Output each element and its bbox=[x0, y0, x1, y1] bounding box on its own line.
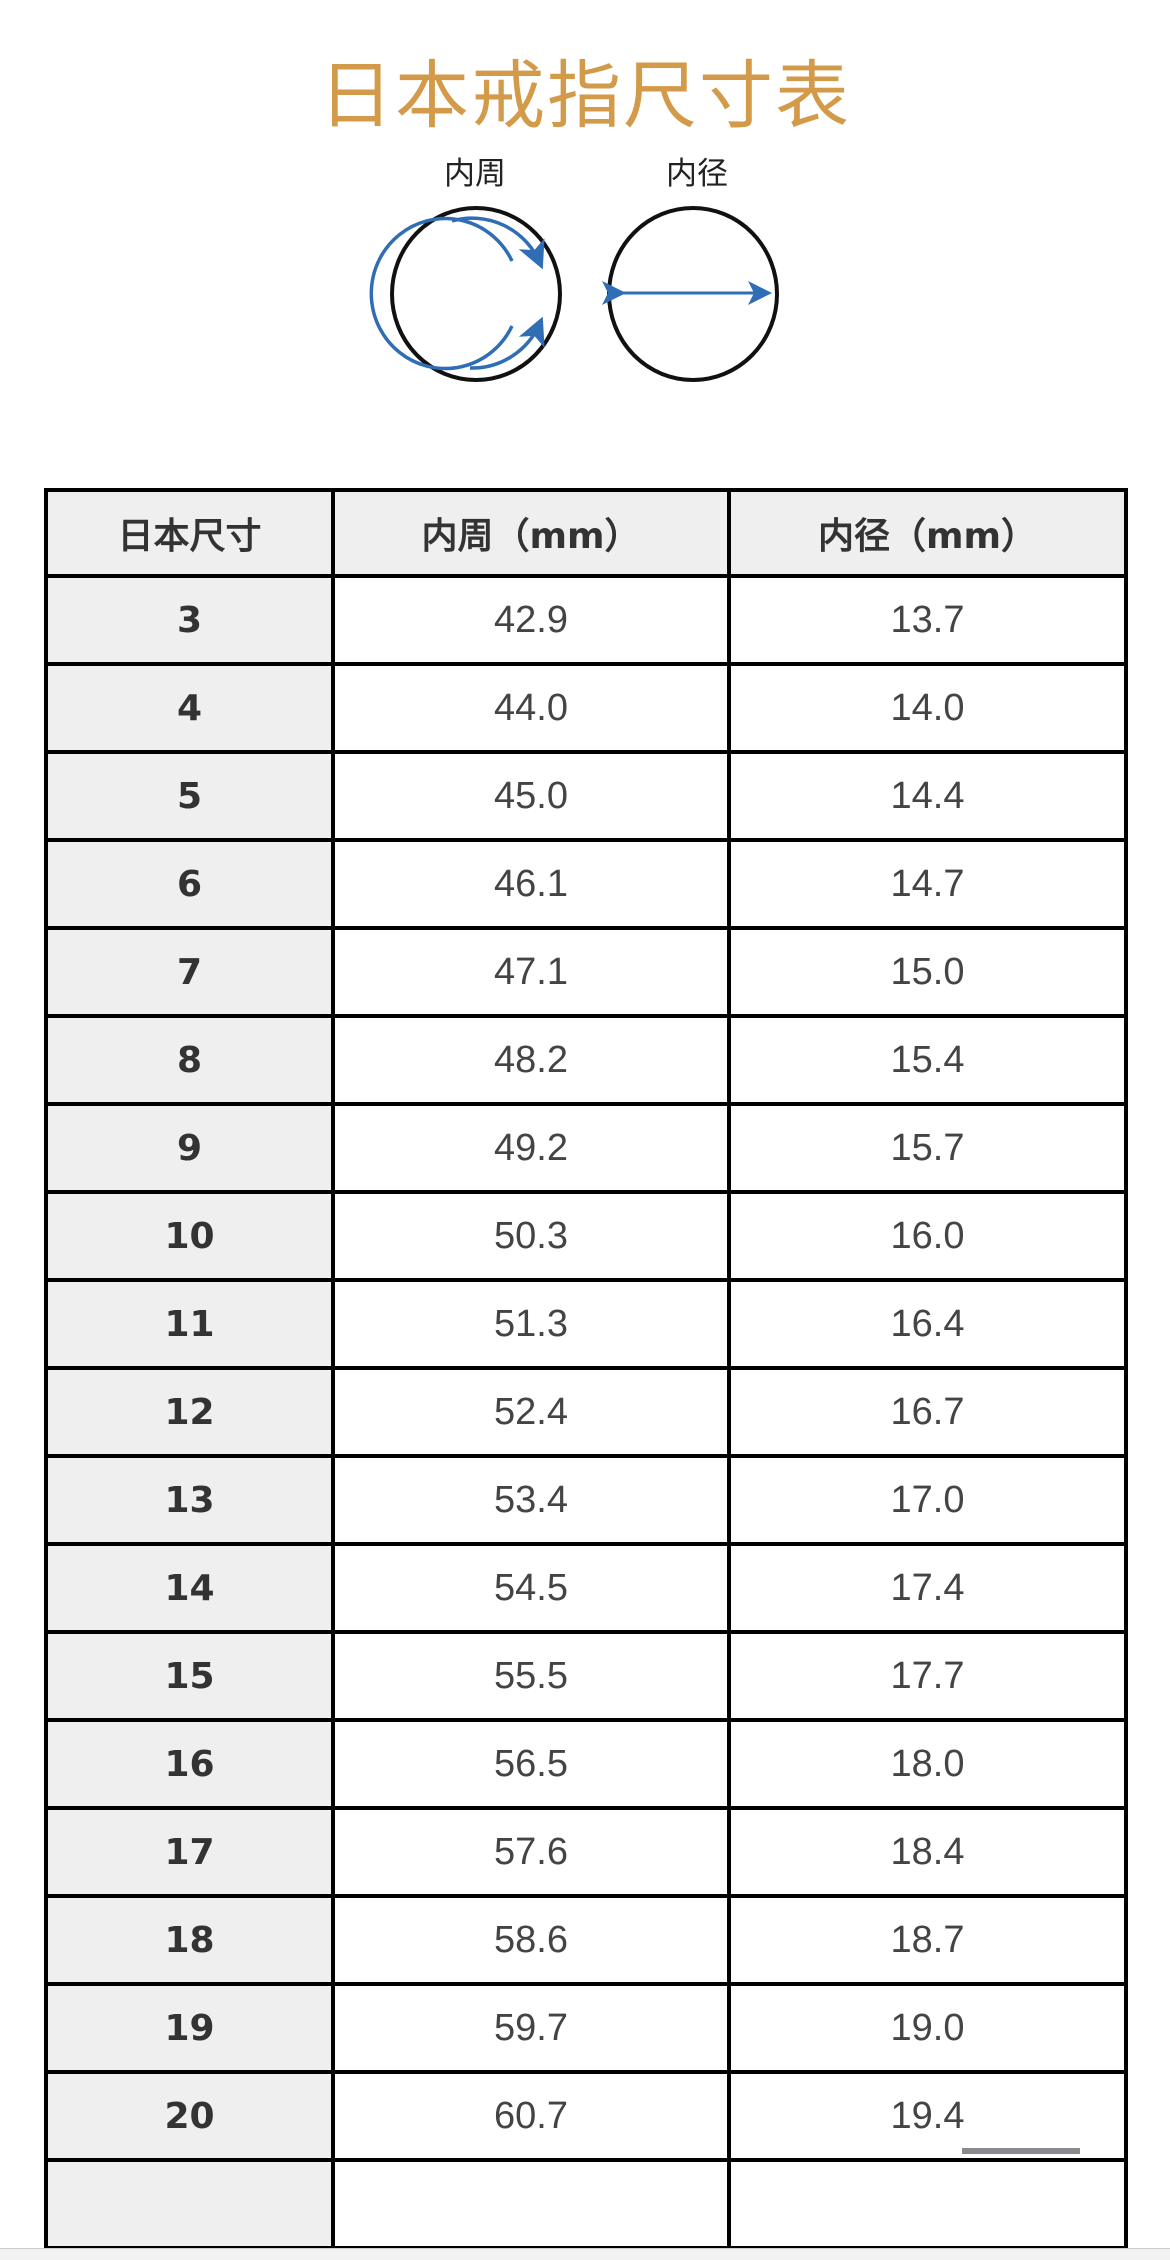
diameter-cell: 14.0 bbox=[727, 662, 1128, 754]
jp-size-cell: 8 bbox=[44, 1014, 335, 1106]
table-row: 7 47.1 15.0 bbox=[44, 926, 1128, 1018]
circumference-cell: 60.7 bbox=[331, 2070, 731, 2162]
diameter-cell: 15.7 bbox=[727, 1102, 1128, 1194]
jp-size-cell: 13 bbox=[44, 1454, 335, 1546]
table-row: 16 56.5 18.0 bbox=[44, 1718, 1128, 1810]
ring-diagram bbox=[369, 206, 779, 382]
circumference-cell: 47.1 bbox=[331, 926, 731, 1018]
circumference-cell: 57.6 bbox=[331, 1806, 731, 1898]
table-row: 4 44.0 14.0 bbox=[44, 662, 1128, 754]
circumference-cell: 42.9 bbox=[331, 574, 731, 666]
table-row bbox=[44, 2158, 1128, 2250]
jp-size-cell: 10 bbox=[44, 1190, 335, 1282]
jp-size-cell: 9 bbox=[44, 1102, 335, 1194]
page-title: 日本戒指尺寸表 bbox=[319, 53, 851, 139]
jp-size-cell: 11 bbox=[44, 1278, 335, 1370]
circumference-cell: 52.4 bbox=[331, 1366, 731, 1458]
diameter-cell: 18.0 bbox=[727, 1718, 1128, 1810]
circumference-cell: 45.0 bbox=[331, 750, 731, 842]
jp-size-cell: 6 bbox=[44, 838, 335, 930]
table-row: 13 53.4 17.0 bbox=[44, 1454, 1128, 1546]
circumference-cell: 59.7 bbox=[331, 1982, 731, 2074]
jp-size-cell: 19 bbox=[44, 1982, 335, 2074]
diameter-cell: 19.0 bbox=[727, 1982, 1128, 2074]
circumference-cell: 56.5 bbox=[331, 1718, 731, 1810]
circumference-cell bbox=[331, 2158, 731, 2250]
circumference-cell: 53.4 bbox=[331, 1454, 731, 1546]
table-row: 15 55.5 17.7 bbox=[44, 1630, 1128, 1722]
diameter-cell: 17.7 bbox=[727, 1630, 1128, 1722]
table-row: 5 45.0 14.4 bbox=[44, 750, 1128, 842]
header-diameter: 内径（mm） bbox=[727, 488, 1128, 578]
table-row: 3 42.9 13.7 bbox=[44, 574, 1128, 666]
scroll-indicator[interactable] bbox=[962, 2148, 1080, 2154]
bottom-bar bbox=[0, 2248, 1170, 2260]
diameter-cell: 18.4 bbox=[727, 1806, 1128, 1898]
diameter-cell: 17.4 bbox=[727, 1542, 1128, 1634]
jp-size-cell: 5 bbox=[44, 750, 335, 842]
circumference-label: 内周 bbox=[444, 156, 506, 192]
circumference-icon bbox=[369, 206, 562, 382]
table-row: 12 52.4 16.7 bbox=[44, 1366, 1128, 1458]
circumference-cell: 54.5 bbox=[331, 1542, 731, 1634]
table-row: 19 59.7 19.0 bbox=[44, 1982, 1128, 2074]
jp-size-cell: 4 bbox=[44, 662, 335, 754]
table-header-row: 日本尺寸 内周（mm） 内径（mm） bbox=[44, 488, 1128, 578]
diameter-cell: 18.7 bbox=[727, 1894, 1128, 1986]
table-row: 9 49.2 15.7 bbox=[44, 1102, 1128, 1194]
jp-size-cell: 15 bbox=[44, 1630, 335, 1722]
diameter-cell: 16.0 bbox=[727, 1190, 1128, 1282]
diameter-cell: 16.7 bbox=[727, 1366, 1128, 1458]
jp-size-cell: 16 bbox=[44, 1718, 335, 1810]
jp-size-cell: 12 bbox=[44, 1366, 335, 1458]
header-jp-size: 日本尺寸 bbox=[44, 488, 335, 578]
ring-size-table: 日本尺寸 内周（mm） 内径（mm） 3 42.9 13.7 4 44.0 14.0 5 45… bbox=[44, 488, 1128, 2250]
jp-size-cell: 20 bbox=[44, 2070, 335, 2162]
diameter-icon bbox=[602, 206, 779, 382]
circumference-cell: 46.1 bbox=[331, 838, 731, 930]
diameter-cell bbox=[727, 2158, 1128, 2250]
table-row: 10 50.3 16.0 bbox=[44, 1190, 1128, 1282]
jp-size-cell: 14 bbox=[44, 1542, 335, 1634]
jp-size-cell: 17 bbox=[44, 1806, 335, 1898]
jp-size-cell bbox=[44, 2158, 335, 2250]
table-row: 14 54.5 17.4 bbox=[44, 1542, 1128, 1634]
table-row: 20 60.7 19.4 bbox=[44, 2070, 1128, 2162]
table-row: 18 58.6 18.7 bbox=[44, 1894, 1128, 1986]
jp-size-cell: 18 bbox=[44, 1894, 335, 1986]
circumference-cell: 44.0 bbox=[331, 662, 731, 754]
circumference-cell: 51.3 bbox=[331, 1278, 731, 1370]
diameter-cell: 13.7 bbox=[727, 574, 1128, 666]
diameter-cell: 14.4 bbox=[727, 750, 1128, 842]
diameter-cell: 16.4 bbox=[727, 1278, 1128, 1370]
table-row: 17 57.6 18.4 bbox=[44, 1806, 1128, 1898]
header-circumference: 内周（mm） bbox=[331, 488, 731, 578]
diameter-label: 内径 bbox=[666, 156, 728, 192]
circumference-cell: 55.5 bbox=[331, 1630, 731, 1722]
table-row: 6 46.1 14.7 bbox=[44, 838, 1128, 930]
diameter-cell: 17.0 bbox=[727, 1454, 1128, 1546]
diameter-cell: 15.0 bbox=[727, 926, 1128, 1018]
circumference-cell: 49.2 bbox=[331, 1102, 731, 1194]
diameter-cell: 15.4 bbox=[727, 1014, 1128, 1106]
diameter-cell: 19.4 bbox=[727, 2070, 1128, 2162]
jp-size-cell: 7 bbox=[44, 926, 335, 1018]
table-row: 8 48.2 15.4 bbox=[44, 1014, 1128, 1106]
circumference-cell: 48.2 bbox=[331, 1014, 731, 1106]
jp-size-cell: 3 bbox=[44, 574, 335, 666]
table-row: 11 51.3 16.4 bbox=[44, 1278, 1128, 1370]
diameter-cell: 14.7 bbox=[727, 838, 1128, 930]
circumference-cell: 58.6 bbox=[331, 1894, 731, 1986]
circumference-cell: 50.3 bbox=[331, 1190, 731, 1282]
